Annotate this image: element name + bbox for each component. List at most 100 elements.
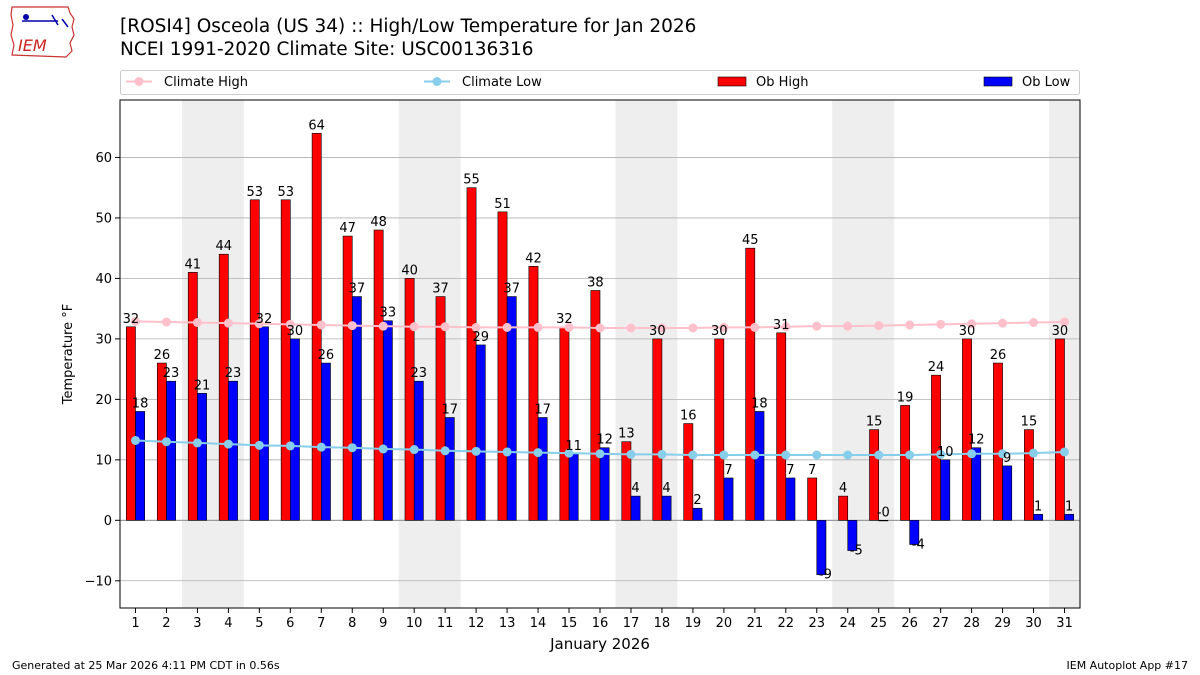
y-axis: −10 0 10 20 30 40 50 60 [85,151,120,589]
x-tick-label: 29 [994,616,1011,631]
climate-low-point [688,450,698,460]
ob-high-bar [993,362,1003,521]
climate-low-point [657,449,667,459]
ob-high-bar [745,247,756,521]
ob-high-bar [373,229,384,521]
climate-low-point [905,450,915,460]
ob-high-bar-label: 26 [154,348,171,363]
ob-low-bar-label: 4 [662,481,670,496]
ob-low-bar-label: 1 [1065,499,1073,514]
ob-high-bar [1024,429,1034,521]
ob-low-bar [909,520,920,545]
climate-high-point [781,322,791,332]
ob-high-bar-label: 32 [123,312,140,327]
ob-low-bar-label: 2 [693,493,701,508]
y-axis-label: Temperature °F [61,304,76,405]
climate-high-point [471,322,481,332]
ob-low-bar-label: 32 [256,312,273,327]
ob-high-bar-label: 26 [990,348,1007,363]
ob-high-bar [931,374,941,521]
ob-high-bar-label: 24 [928,360,945,375]
ob-high-bar-label: 45 [742,233,759,248]
climate-low-point [440,446,450,456]
ob-low-bar [878,520,889,522]
ob-low-bar-label: 12 [968,433,985,448]
ob-low-bar [351,296,362,521]
ob-high-bar [280,199,291,521]
climate-high-point [254,319,264,329]
x-tick-label: 18 [654,616,671,631]
ob-low-bar [568,453,579,521]
ob-low-bar [1002,465,1013,521]
y-tick-label: 20 [95,393,112,408]
ob-high-bar-label: 40 [401,263,418,278]
y-tick-label: −10 [85,574,112,589]
climate-low-point [316,442,326,452]
climate-high-point [998,318,1008,328]
ob-high-bar [962,338,972,521]
ob-low-bar [382,320,393,521]
legend-label: Ob High [756,75,809,90]
climate-high-point [564,322,574,332]
legend-entry: Climate High [126,75,248,90]
climate-high-point [192,318,202,328]
climate-high-point [874,321,884,331]
ob-low-bar [785,477,796,521]
climate-high-point [657,323,667,333]
ob-low-bar-label: 10 [937,445,954,460]
ob-low-bar-label: 18 [132,396,149,411]
y-tick-label: 0 [104,514,112,529]
ob-high-bar-label: 48 [370,215,387,230]
ob-high-bar-label: 30 [649,324,666,339]
ob-high-bar-label: 7 [808,463,816,478]
ob-high-bar-label: 41 [185,257,202,272]
x-tick-label: 14 [530,616,547,631]
ob-low-bar-label: 11 [565,439,582,454]
climate-low-point [347,443,357,453]
climate-low-point [967,449,977,459]
climate-low-point [409,445,419,455]
x-tick-label: 23 [809,616,826,631]
ob-high-bar [900,405,910,521]
footer-app: IEM Autoplot App #17 [1066,659,1189,672]
climate-high-point [533,322,543,332]
ob-low-bar-label: -9 [819,568,832,583]
x-tick-label: 13 [499,616,516,631]
y-tick-label: 40 [95,272,112,287]
climate-high-point [409,322,419,332]
x-tick-label: 12 [468,616,485,631]
climate-high-point [626,323,636,333]
ob-high-bar [807,477,818,521]
ob-low-bar-label: 33 [380,306,397,321]
ob-high-bar-label: 16 [680,409,697,424]
ob-high-bar-label: 53 [246,185,263,200]
climate-low-point [1060,447,1070,457]
climate-high-point [440,322,450,332]
ob-low-bar-label: 17 [441,403,458,418]
climate-low-point [874,450,884,460]
x-tick-label: 26 [901,616,918,631]
climate-high-point [688,323,698,333]
ob-low-bar [166,380,176,521]
ob-low-bar-label: 37 [349,282,366,297]
ob-low-bar [847,520,858,551]
ob-low-bar [971,447,982,521]
climate-low-point [626,449,636,459]
x-tick-label: 30 [1025,616,1042,631]
climate-high-point [130,316,140,326]
climate-low-point [936,449,946,459]
ob-high-bar-label: 30 [1052,324,1069,339]
x-tick-label: 25 [870,616,887,631]
climate-low-point [750,450,760,460]
ob-high-bar [652,338,663,521]
x-tick-label: 24 [839,616,856,631]
ob-low-bar [599,447,610,521]
ob-low-bar-label: 1 [1034,499,1042,514]
climate-high-point [936,319,946,329]
shaded-band [615,100,678,608]
x-tick-label: 16 [592,616,609,631]
ob-low-bar [320,362,331,521]
climate-low-point [1029,448,1039,458]
legend-entry: Climate Low [424,75,542,90]
ob-high-bar-label: 15 [866,415,883,430]
